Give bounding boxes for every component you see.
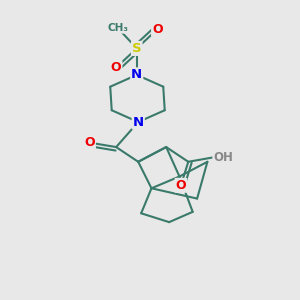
Text: O: O — [152, 23, 163, 36]
Text: CH₃: CH₃ — [107, 23, 128, 33]
Text: OH: OH — [213, 151, 233, 164]
Text: O: O — [176, 179, 186, 192]
Text: S: S — [132, 42, 142, 55]
Text: N: N — [133, 116, 144, 128]
Text: O: O — [84, 136, 95, 149]
Text: O: O — [111, 61, 122, 74]
Text: N: N — [131, 68, 142, 81]
